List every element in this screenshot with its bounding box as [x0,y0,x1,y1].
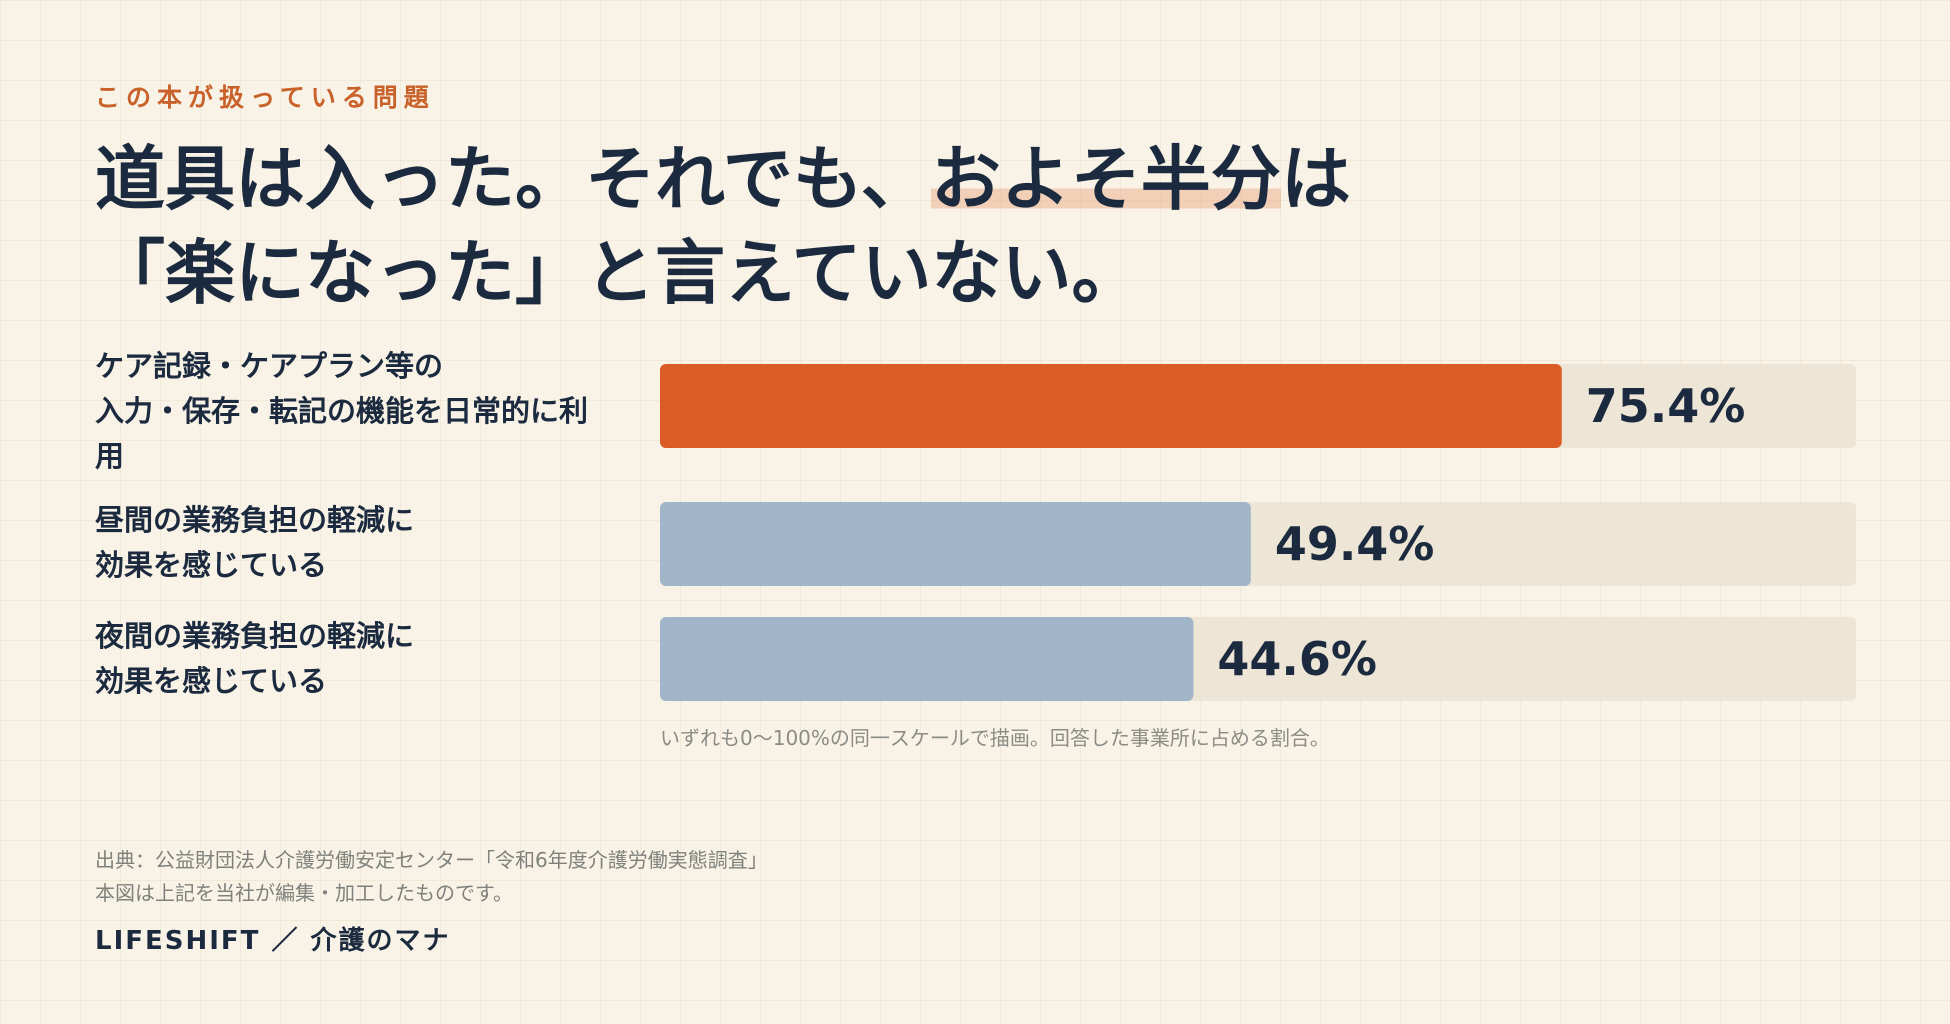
bar-2 [660,502,1251,586]
category-label-2-line-2: 効果を感じている [95,548,328,582]
chart-note: いずれも0〜100%の同一スケールで描画。回答した事業所に占める割合。 [660,726,1330,750]
headline: 道具は入った。それでも、およそ半分は 「楽になった」と言えていない。 [95,132,1595,320]
headline-line-1: 道具は入った。それでも、およそ半分は [95,132,1595,226]
category-label-1-line-2: 入力・保存・転記の機能を日常的に利 [95,394,589,428]
eyebrow: この本が扱っている問題 [95,83,435,112]
category-label-1-line-1: ケア記録・ケアプラン等の [95,349,444,383]
source-line-1: 出典：公益財団法人介護労働安定センター「令和6年度介護労働実態調査」 [95,848,768,872]
category-label-3: 夜間の業務負担の軽減に 効果を感じている [95,614,635,704]
headline-line-2: 「楽になった」と言えていない。 [95,231,1142,314]
category-label-3-line-2: 効果を感じている [95,664,328,698]
bar-value-label-2: 49.4% [1275,517,1435,571]
headline-highlight: およそ半分 [930,137,1281,220]
category-label-3-line-1: 夜間の業務負担の軽減に [95,619,415,653]
source-citation: 出典：公益財団法人介護労働安定センター「令和6年度介護労働実態調査」 本図は上記… [95,844,768,910]
bar-3 [660,617,1194,701]
category-label-2-line-1: 昼間の業務負担の軽減に [95,503,415,537]
source-line-2: 本図は上記を当社が編集・加工したものです。 [95,881,513,905]
bar-value-label-1: 75.4% [1586,379,1746,433]
headline-line-1-pre: 道具は入った。それでも、 [95,137,931,220]
category-label-1: ケア記録・ケアプラン等の 入力・保存・転記の機能を日常的に利 用 [95,344,635,479]
category-label-1-line-3: 用 [95,439,125,473]
bar-1 [660,364,1562,448]
headline-line-1-post: は [1280,137,1351,220]
bar-value-label-3: 44.6% [1217,632,1377,686]
brand-footer: LIFESHIFT ／ 介護のマナ [95,926,451,956]
category-label-2: 昼間の業務負担の軽減に 効果を感じている [95,498,635,588]
